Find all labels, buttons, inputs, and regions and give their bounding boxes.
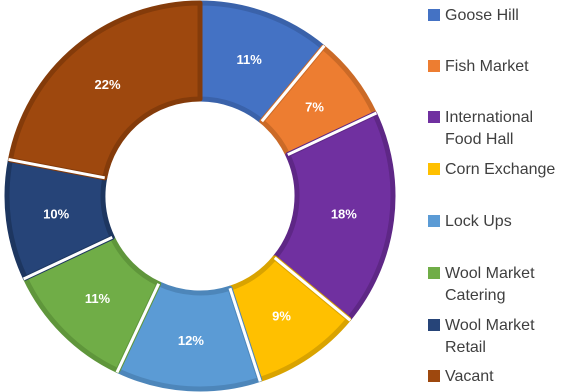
donut-slice-2 <box>272 111 396 322</box>
slice-separator <box>273 256 352 322</box>
data-label-6: 10% <box>43 207 69 222</box>
data-label-4: 12% <box>178 333 204 348</box>
legend-label: Corn Exchange <box>445 161 556 178</box>
slice-separator <box>8 157 105 180</box>
data-label-1: 7% <box>305 100 324 115</box>
legend-label: Wool Market Catering <box>445 265 535 304</box>
legend-item-wool-market-catering: Wool Market Catering <box>428 263 562 307</box>
slice-separator <box>22 235 113 281</box>
data-label-7: 22% <box>95 77 121 92</box>
legend-swatch <box>428 60 440 72</box>
legend-item-vacant: Vacant <box>428 366 562 388</box>
legend-swatch <box>428 111 440 123</box>
legend-label: Fish Market <box>445 58 529 75</box>
legend-swatch <box>428 215 440 227</box>
legend-item-wool-market-retail: Wool Market Retail <box>428 315 562 359</box>
legend-item-lock-ups: Lock Ups <box>428 211 562 233</box>
legend-swatch <box>428 370 440 382</box>
legend-swatch <box>428 267 440 279</box>
donut-slice-7 <box>7 0 203 181</box>
slice-separator <box>260 44 326 123</box>
data-label-2: 18% <box>331 207 357 222</box>
legend-swatch <box>428 163 440 175</box>
legend-item-international-food-hall: International Food Hall <box>428 107 562 151</box>
legend-label: Goose Hill <box>445 7 519 24</box>
legend-label: Lock Ups <box>445 213 512 230</box>
legend-label: International Food Hall <box>445 109 534 148</box>
legend-swatch <box>428 9 440 21</box>
slice-separator <box>287 111 378 157</box>
legend-item-goose-hill: Goose Hill <box>428 5 562 27</box>
data-label-0: 11% <box>236 52 262 67</box>
legend-label: Wool Market Retail <box>445 317 535 356</box>
legend-swatch <box>428 319 440 331</box>
legend-item-corn-exchange: Corn Exchange <box>428 159 562 181</box>
chart-legend: Goose Hill Fish Market International Foo… <box>428 0 562 392</box>
slice-separator <box>228 287 262 382</box>
slice-separator <box>115 283 161 374</box>
donut-chart: 11% 7% 18% 9% 12% 11% 10% 22% <box>4 0 396 392</box>
legend-item-fish-market: Fish Market <box>428 56 562 78</box>
data-label-5: 11% <box>85 291 111 306</box>
data-label-3: 9% <box>272 308 291 323</box>
legend-label: Vacant <box>445 368 494 385</box>
